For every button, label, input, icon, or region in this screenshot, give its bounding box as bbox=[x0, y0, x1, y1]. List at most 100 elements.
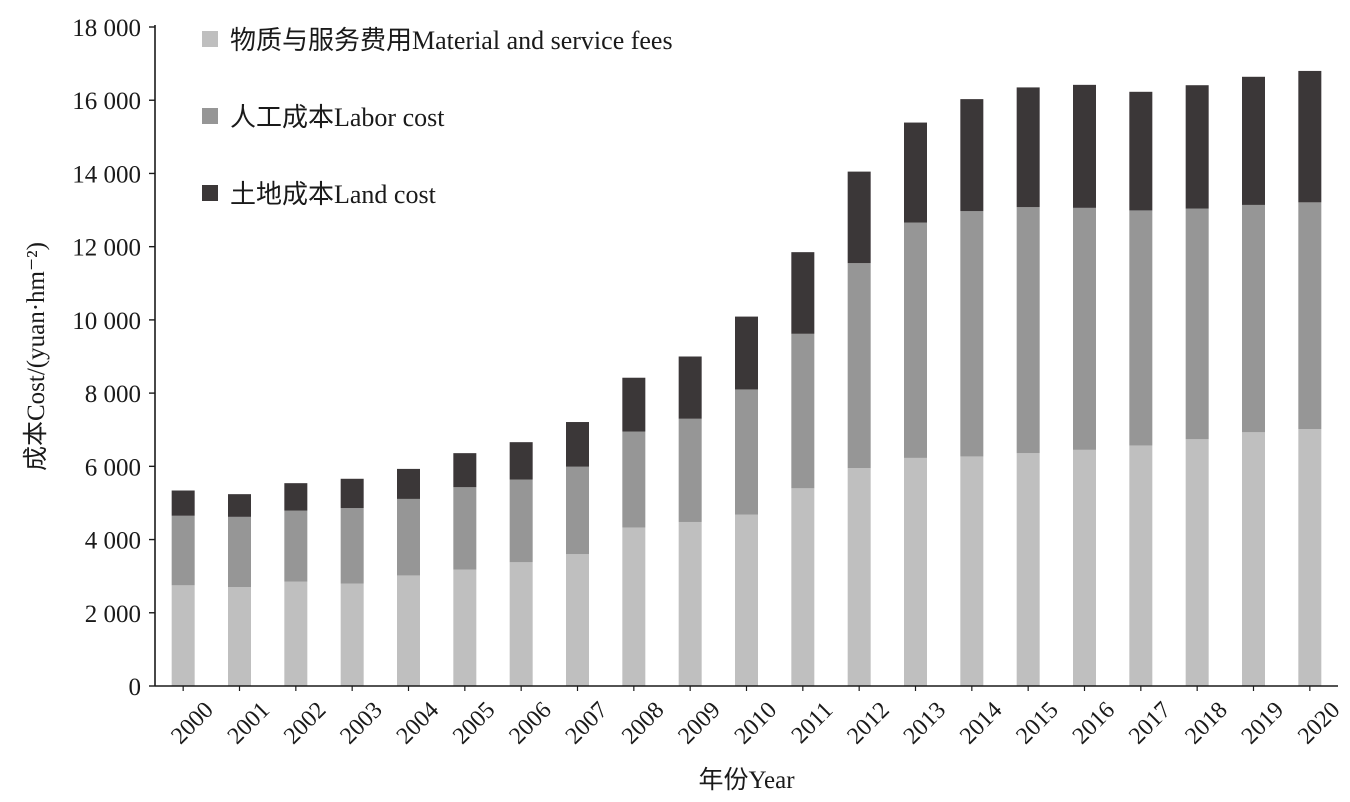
bar-material-2017 bbox=[1129, 445, 1153, 686]
bar-land-2010 bbox=[735, 316, 758, 390]
y-tick-label: 6 000 bbox=[85, 454, 141, 481]
bar-labor-2016 bbox=[1073, 207, 1096, 450]
bar-labor-2005 bbox=[453, 487, 477, 570]
x-tick-label: 2007 bbox=[561, 697, 613, 749]
bar-labor-2015 bbox=[1016, 207, 1040, 454]
x-tick-label: 2003 bbox=[335, 697, 387, 749]
legend-label-land: 土地成本Land cost bbox=[230, 180, 437, 209]
y-tick-label: 2 000 bbox=[85, 601, 141, 628]
bar-labor-2007 bbox=[566, 466, 589, 555]
bar-material-2006 bbox=[509, 562, 533, 686]
x-tick-label: 2016 bbox=[1068, 697, 1120, 749]
bar-land-2004 bbox=[397, 468, 420, 499]
bar-material-2004 bbox=[397, 575, 420, 686]
x-tick-label: 2009 bbox=[673, 697, 725, 749]
x-tick-label: 2020 bbox=[1293, 697, 1345, 749]
x-tick-label: 2004 bbox=[392, 697, 444, 749]
y-tick-label: 8 000 bbox=[85, 381, 141, 408]
bar-material-2011 bbox=[791, 488, 815, 686]
bar-land-2016 bbox=[1073, 84, 1096, 208]
bar-labor-2001 bbox=[228, 516, 251, 588]
bar-labor-2008 bbox=[622, 431, 646, 528]
x-axis-ticks: 2000 2001 2002 2003 2004 2005 2006 2007 2008 2009… bbox=[166, 686, 1345, 749]
x-tick-label: 2019 bbox=[1237, 697, 1289, 749]
bar-material-2010 bbox=[735, 514, 758, 686]
x-tick-label: 2012 bbox=[842, 697, 894, 749]
bar-land-2012 bbox=[847, 171, 871, 264]
bar-land-2002 bbox=[284, 483, 308, 511]
bar-material-2009 bbox=[678, 521, 702, 686]
bar-land-2008 bbox=[622, 377, 646, 432]
y-axis-ticks: 0 2 000 4 000 6 000 8 000 10 000 12 000 14 000 1… bbox=[72, 15, 155, 701]
bar-labor-2019 bbox=[1242, 204, 1265, 433]
bar-land-2001 bbox=[228, 494, 251, 517]
x-tick-label: 2010 bbox=[730, 697, 782, 749]
x-tick-label: 2002 bbox=[279, 697, 331, 749]
bar-labor-2014 bbox=[960, 211, 984, 457]
bar-material-2019 bbox=[1242, 432, 1265, 686]
y-tick-label: 4 000 bbox=[85, 528, 141, 555]
bar-labor-2011 bbox=[791, 333, 815, 489]
legend-swatch-labor bbox=[202, 108, 218, 124]
bar-land-2013 bbox=[904, 122, 927, 223]
bar-land-2014 bbox=[960, 99, 984, 212]
bar-land-2019 bbox=[1242, 76, 1265, 205]
bar-material-2008 bbox=[622, 527, 646, 686]
bar-material-2007 bbox=[566, 554, 589, 686]
x-tick-label: 2001 bbox=[223, 697, 275, 749]
x-tick-label: 2015 bbox=[1011, 697, 1063, 749]
y-tick-label: 14 000 bbox=[72, 161, 141, 188]
y-tick-label: 0 bbox=[129, 674, 142, 701]
x-tick-label: 2017 bbox=[1124, 697, 1176, 749]
x-axis-title: 年份Year bbox=[698, 766, 795, 794]
legend-label-labor: 人工成本Labor cost bbox=[230, 103, 445, 132]
bar-material-2001 bbox=[228, 587, 251, 686]
bar-labor-2009 bbox=[678, 418, 702, 522]
bar-material-2000 bbox=[171, 585, 195, 686]
bar-material-2014 bbox=[960, 456, 984, 686]
y-tick-label: 16 000 bbox=[72, 88, 141, 115]
y-tick-label: 10 000 bbox=[72, 308, 141, 335]
bar-labor-2006 bbox=[509, 479, 533, 563]
bar-material-2013 bbox=[904, 457, 927, 686]
legend-swatch-material bbox=[202, 31, 218, 47]
bar-material-2015 bbox=[1016, 453, 1040, 686]
legend: 物质与服务费用Material and service fees 人工成本Labo… bbox=[202, 26, 673, 209]
y-axis-title: 成本Cost/(yuan·hm⁻²) bbox=[22, 242, 50, 471]
bar-land-2011 bbox=[791, 252, 815, 334]
bar-land-2005 bbox=[453, 453, 477, 488]
bar-land-2007 bbox=[566, 422, 589, 467]
bar-land-2015 bbox=[1016, 87, 1040, 208]
bar-land-2018 bbox=[1185, 85, 1209, 209]
bar-labor-2003 bbox=[340, 508, 364, 584]
y-tick-label: 12 000 bbox=[72, 235, 141, 262]
bars bbox=[171, 70, 1322, 686]
bar-labor-2002 bbox=[284, 510, 308, 582]
bar-labor-2012 bbox=[847, 263, 871, 469]
bar-land-2003 bbox=[340, 478, 364, 509]
legend-swatch-land bbox=[202, 185, 218, 201]
bar-labor-2017 bbox=[1129, 210, 1153, 446]
bar-labor-2013 bbox=[904, 222, 927, 458]
bar-material-2002 bbox=[284, 581, 308, 686]
bar-land-2000 bbox=[171, 490, 195, 516]
bar-material-2020 bbox=[1298, 428, 1322, 686]
legend-label-material: 物质与服务费用Material and service fees bbox=[230, 26, 673, 55]
bar-labor-2000 bbox=[171, 515, 195, 586]
bar-material-2005 bbox=[453, 569, 477, 686]
bar-labor-2004 bbox=[397, 498, 420, 576]
x-tick-label: 2018 bbox=[1180, 697, 1232, 749]
x-tick-label: 2005 bbox=[448, 697, 500, 749]
bar-land-2017 bbox=[1129, 91, 1153, 211]
x-tick-label: 2006 bbox=[504, 697, 556, 749]
bar-labor-2010 bbox=[735, 389, 758, 515]
bar-labor-2018 bbox=[1185, 208, 1209, 440]
bar-land-2006 bbox=[509, 442, 533, 480]
x-tick-label: 2011 bbox=[787, 697, 839, 749]
bar-land-2020 bbox=[1298, 70, 1322, 203]
x-tick-label: 2000 bbox=[166, 697, 218, 749]
bar-material-2003 bbox=[340, 583, 364, 686]
bar-labor-2020 bbox=[1298, 202, 1322, 429]
bar-material-2018 bbox=[1185, 439, 1209, 686]
